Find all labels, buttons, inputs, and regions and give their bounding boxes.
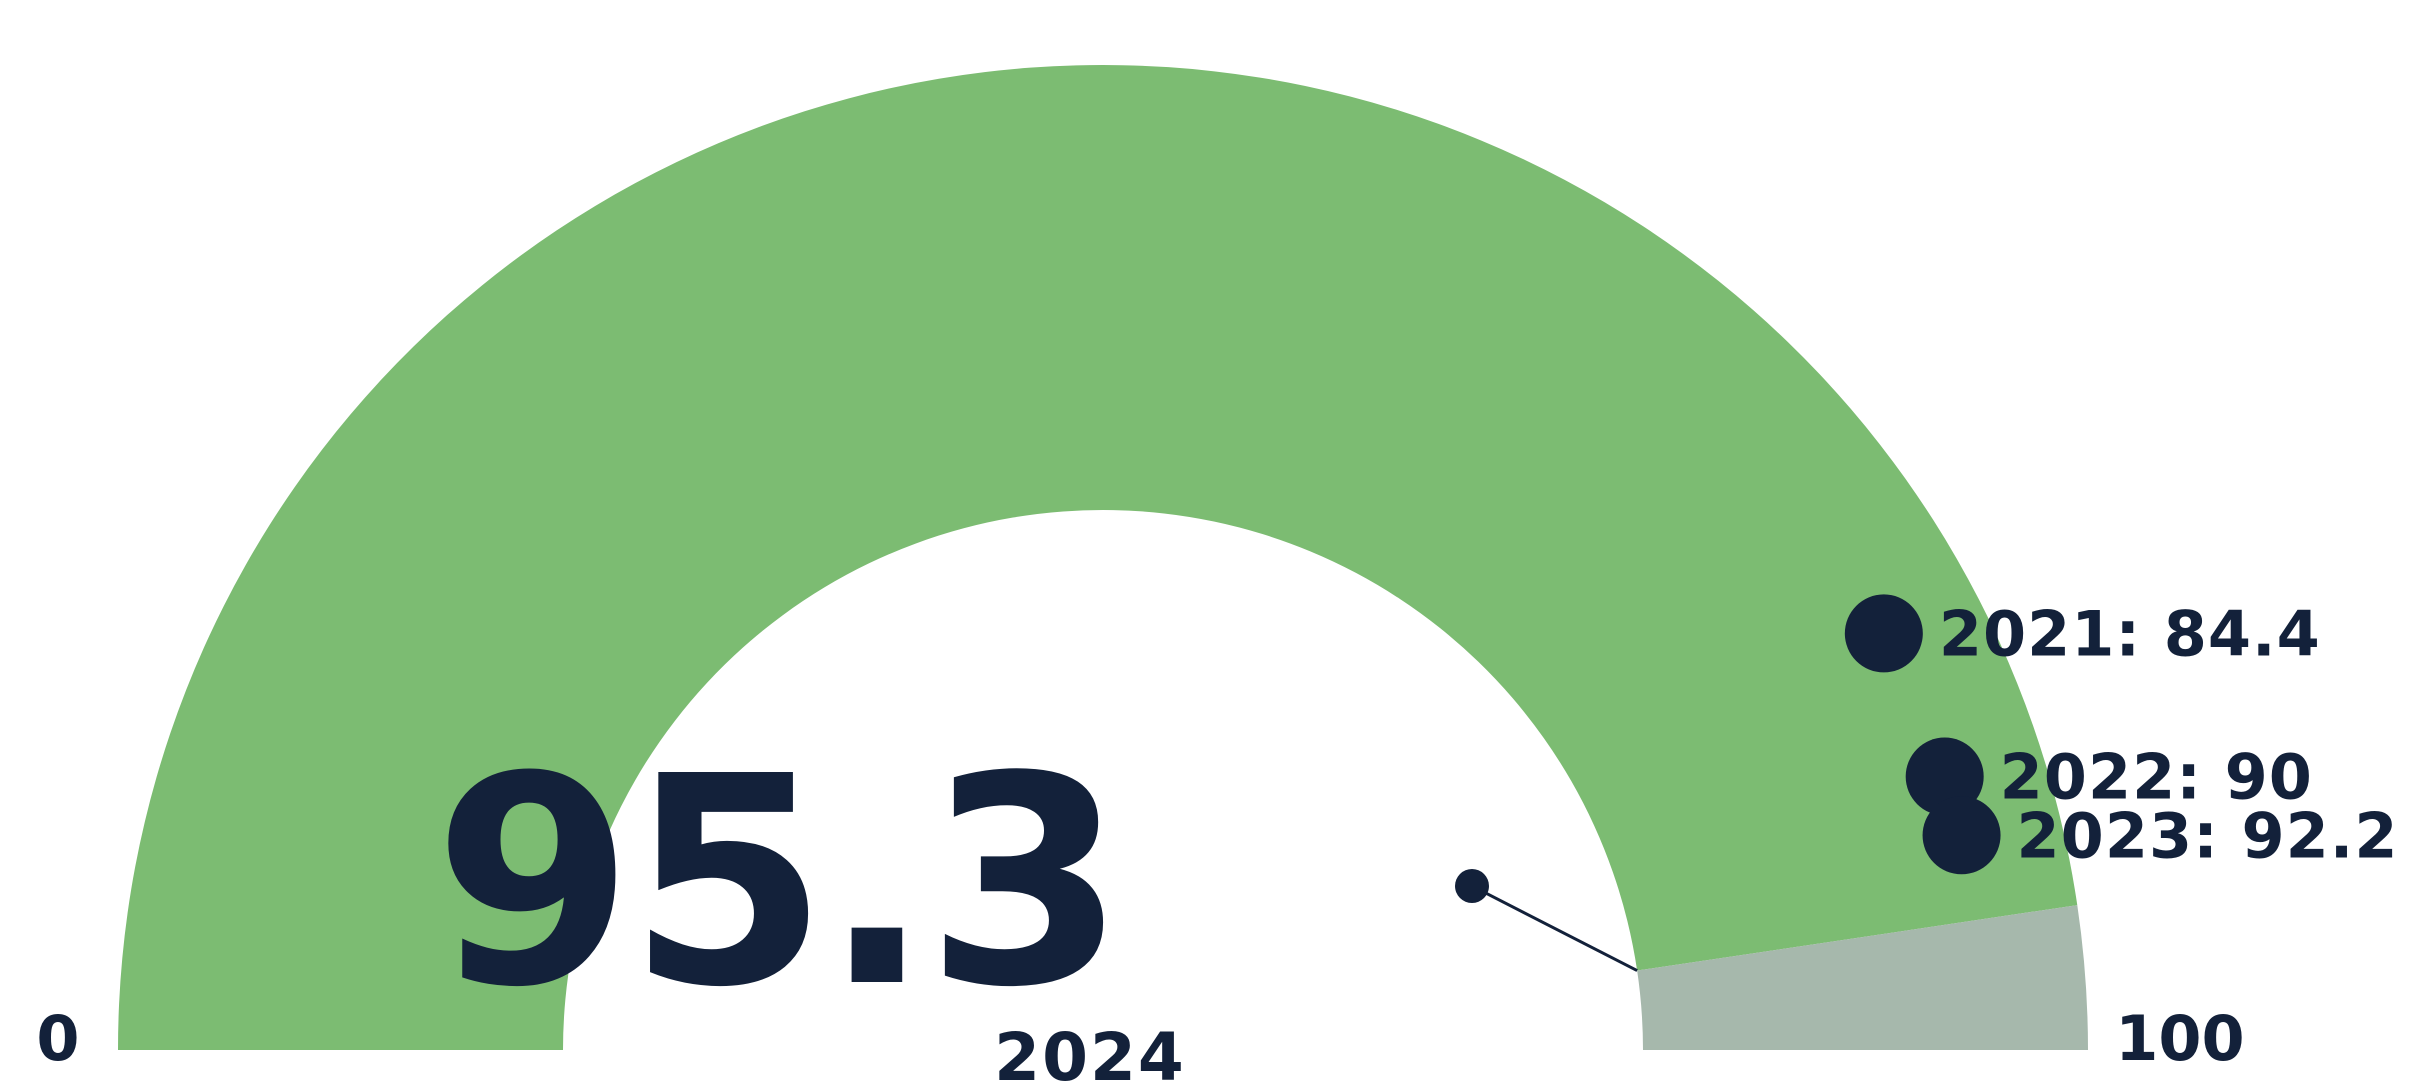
current-value: 95.3 bbox=[433, 715, 1120, 1050]
gauge-remaining-band bbox=[1637, 905, 2088, 1050]
current-year-label: 2024 bbox=[994, 1019, 1186, 1091]
history-label-2022: 2022: 90 bbox=[2000, 741, 2313, 814]
history-label-2021: 2021: 84.4 bbox=[1939, 597, 2321, 670]
history-label-2023: 2023: 92.2 bbox=[2017, 799, 2399, 872]
history-marker-2023 bbox=[1922, 796, 2001, 875]
value-pointer-line bbox=[1471, 884, 1638, 972]
history-marker-2022 bbox=[1905, 737, 1984, 816]
history-marker-2021 bbox=[1844, 594, 1923, 673]
gauge-min-label: 0 bbox=[36, 1002, 79, 1075]
gauge-max-label: 100 bbox=[2115, 1002, 2244, 1075]
gauge-filled-band bbox=[118, 65, 2078, 1050]
value-pointer-dot bbox=[1455, 869, 1489, 903]
